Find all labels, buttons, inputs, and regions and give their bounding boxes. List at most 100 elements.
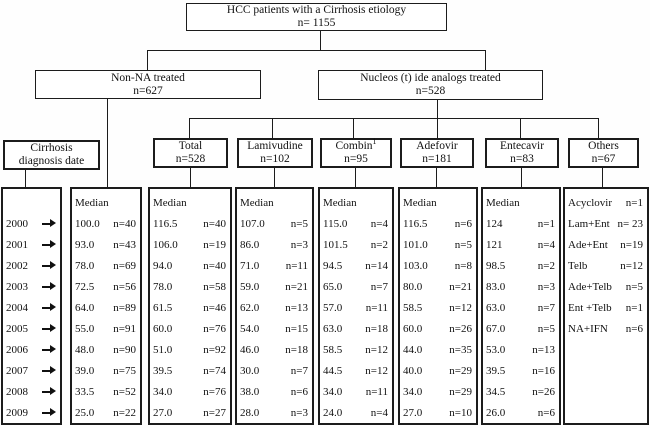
count-cell: n=35: [449, 343, 472, 356]
connector-line: [485, 50, 486, 70]
count-cell: n=13: [532, 343, 555, 356]
median-column-lamivudine: Median 107.0 n=5 86.0 n=3 71.0 n=11 59.0 n=21 62.…: [235, 187, 314, 425]
median-row: 124 n=1: [486, 213, 555, 234]
count-cell: n=21: [449, 280, 472, 293]
arrow-right-icon: [42, 345, 56, 354]
median-row: 59.0 n=21: [240, 276, 308, 297]
connector-line: [353, 118, 354, 138]
count-cell: n=12: [365, 343, 388, 356]
value-cell: 63.0: [323, 322, 343, 335]
count-cell: n=22: [113, 406, 136, 419]
median-row: 55.0 n=91: [75, 318, 136, 339]
median-row: 78.0 n=58: [153, 276, 226, 297]
count-cell: n=21: [285, 280, 308, 293]
median-row: 60.0 n=76: [153, 318, 226, 339]
value-cell: Ade+Telb: [568, 280, 612, 293]
count-cell: n=76: [203, 322, 226, 335]
median-row: 98.5 n=2: [486, 255, 555, 276]
box-count: n=528: [415, 85, 446, 97]
median-row: 106.0 n=19: [153, 234, 226, 255]
connector-line: [521, 168, 522, 187]
arrow-right-icon: [42, 387, 56, 396]
value-cell: 80.0: [403, 280, 423, 293]
connector-line: [189, 118, 599, 119]
median-row: 94.0 n=40: [153, 255, 226, 276]
box-count: n= 1155: [297, 17, 336, 29]
value-cell: 94.5: [323, 259, 343, 272]
value-cell: 38.0: [240, 385, 260, 398]
count-cell: n=3: [537, 280, 555, 293]
count-cell: n=5: [454, 238, 472, 251]
value-cell: 121: [486, 238, 503, 251]
median-row: 30.0 n=7: [240, 360, 308, 381]
arrow-right-icon: [42, 324, 56, 333]
group-box-others: Others n=67: [568, 138, 639, 168]
arrow-right-icon: [42, 282, 56, 291]
count-cell: n=3: [290, 238, 308, 251]
median-row: 121 n=4: [486, 234, 555, 255]
count-cell: n=18: [365, 322, 388, 335]
others-row: Lam+Ent n= 23: [568, 213, 643, 234]
median-row: 51.0 n=92: [153, 339, 226, 360]
connector-line: [107, 99, 108, 187]
value-cell: Ade+Ent: [568, 238, 608, 251]
value-cell: 27.0: [153, 406, 173, 419]
value-cell: 78.0: [75, 259, 95, 272]
year-row: 2004: [6, 297, 56, 318]
box-title: Entecavir: [499, 140, 545, 152]
count-cell: n=29: [449, 364, 472, 377]
count-cell: n=69: [113, 259, 136, 272]
median-column-entecavir: Median 124 n=1 121 n=4 98.5 n=2 83.0 n=3 63.0 n=7 6…: [481, 187, 561, 425]
arrow-right-icon: [42, 366, 56, 375]
count-cell: n=12: [449, 301, 472, 314]
median-row: 80.0 n=21: [403, 276, 472, 297]
value-cell: 106.0: [153, 238, 178, 251]
value-cell: 61.5: [153, 301, 173, 314]
connector-line: [274, 168, 275, 187]
value-cell: 30.0: [240, 364, 260, 377]
arrow-right-icon: [42, 303, 56, 312]
group-box-lamivudine: Lamivudine n=102: [237, 138, 313, 168]
count-cell: n=3: [290, 406, 308, 419]
value-cell: 78.0: [153, 280, 173, 293]
count-cell: n=74: [203, 364, 226, 377]
year-row: 2003: [6, 276, 56, 297]
count-cell: n=4: [370, 406, 388, 419]
value-cell: 28.0: [240, 406, 260, 419]
box-count: n=102: [260, 153, 290, 165]
median-row: 28.0 n=3: [240, 402, 308, 423]
combin-label: Combin: [335, 140, 373, 152]
connector-line: [25, 170, 26, 187]
connector-line: [437, 100, 438, 118]
year-label: 2005: [6, 322, 28, 335]
value-cell: 60.0: [153, 322, 173, 335]
median-row: 103.0 n=8: [403, 255, 472, 276]
connector-line: [272, 118, 273, 138]
box-count: n=95: [344, 153, 368, 165]
count-cell: n=6: [537, 406, 555, 419]
value-cell: 62.0: [240, 301, 260, 314]
median-header: Median: [323, 196, 357, 209]
value-cell: 34.0: [153, 385, 173, 398]
count-cell: n=15: [285, 322, 308, 335]
others-breakdown-column: Acyclovir n=1 Lam+Ent n= 23 Ade+Ent n=19 Telb n…: [563, 187, 649, 425]
value-cell: Lam+Ent: [568, 217, 610, 230]
year-row: 2000: [6, 213, 56, 234]
median-row: 40.0 n=29: [403, 360, 472, 381]
combin-footnote-superscript: 1: [372, 137, 377, 147]
connector-line: [355, 168, 356, 187]
median-row: 78.0 n=69: [75, 255, 136, 276]
year-row: 2002: [6, 255, 56, 276]
value-cell: 93.0: [75, 238, 95, 251]
median-row: 71.0 n=11: [240, 255, 308, 276]
median-row: 58.5 n=12: [403, 297, 472, 318]
median-column-total: Median 116.5 n=40 106.0 n=19 94.0 n=40 78.0 n=58…: [148, 187, 232, 425]
value-cell: 60.0: [403, 322, 423, 335]
count-cell: n= 23: [617, 217, 643, 230]
box-title: Total: [178, 140, 203, 152]
year-label: 2004: [6, 301, 28, 314]
count-cell: n=7: [290, 364, 308, 377]
year-row: 2007: [6, 360, 56, 381]
count-cell: n=58: [203, 280, 226, 293]
count-cell: n=11: [365, 385, 388, 398]
